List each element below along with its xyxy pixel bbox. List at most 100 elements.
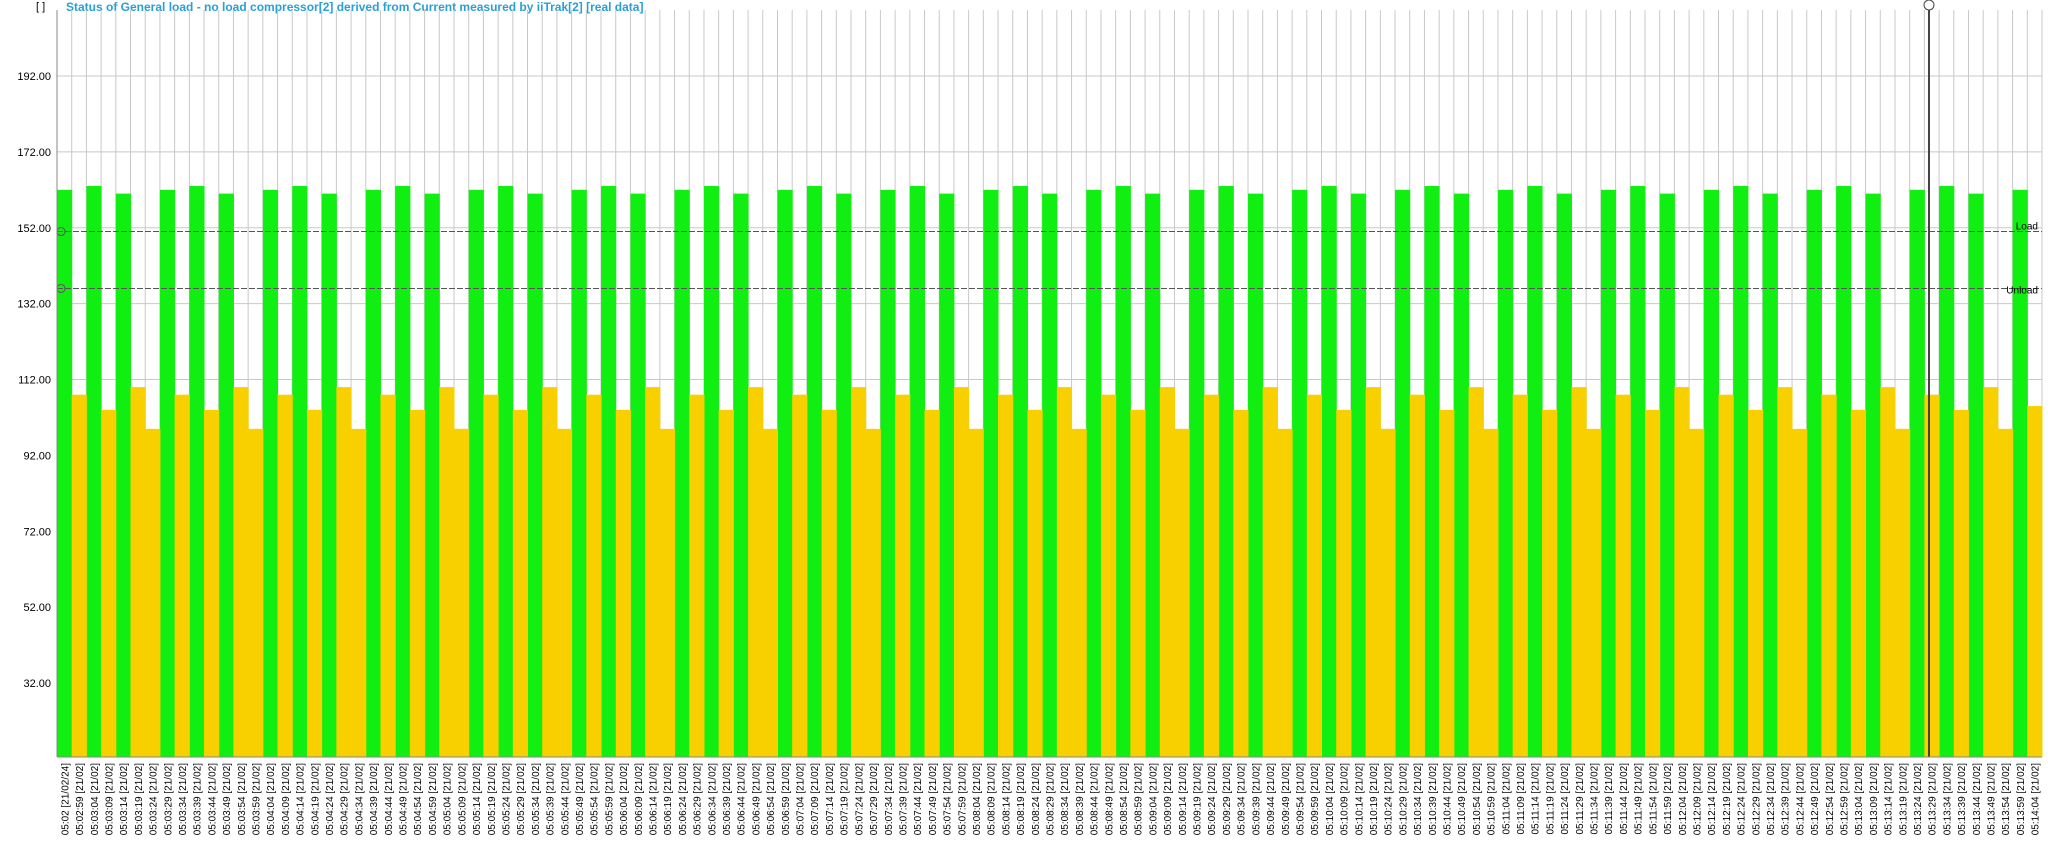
- bar: [1203, 394, 1220, 757]
- bar: [718, 409, 734, 757]
- bar: [1439, 409, 1455, 757]
- bar: [748, 387, 764, 757]
- bar: [601, 186, 617, 758]
- x-tick-label: 05:04:14 [21/02]: [296, 763, 307, 836]
- x-tick-label: 05:12:39 [21/02]: [1781, 763, 1792, 836]
- bar: [1218, 186, 1234, 758]
- x-tick-label: 05:11:39 [21/02]: [1604, 763, 1615, 835]
- x-tick-label: 05:05:34 [21/02]: [531, 763, 542, 836]
- bar: [292, 186, 308, 758]
- x-tick-label: 05:06:34 [21/02]: [707, 763, 718, 836]
- bar: [159, 189, 176, 758]
- x-tick-label: 05:11:24 [21/02]: [1560, 763, 1571, 835]
- x-tick-label: 05:04:39 [21/02]: [369, 763, 380, 836]
- bar: [1174, 428, 1190, 757]
- bar: [1365, 387, 1381, 757]
- x-tick-label: 05:11:09 [21/02]: [1516, 763, 1527, 835]
- x-tick-label: 05:07:44 [21/02]: [913, 763, 924, 836]
- bar: [1056, 387, 1073, 757]
- x-tick-label: 05:04:54 [21/02]: [413, 763, 424, 836]
- x-tick-label: 05:09:44 [21/02]: [1266, 763, 1277, 836]
- chart-title: Status of General load - no load compres…: [66, 0, 643, 14]
- bar: [174, 394, 190, 757]
- x-tick-label: 05:08:54 [21/02]: [1119, 763, 1130, 836]
- x-tick-label: 05:05:14 [21/02]: [472, 763, 483, 836]
- x-tick-label: 05:13:59 [21/02]: [2016, 763, 2027, 836]
- bar: [1292, 189, 1308, 758]
- bar: [321, 193, 337, 757]
- bar: [615, 409, 631, 757]
- bar: [336, 387, 352, 757]
- bar: [968, 428, 984, 757]
- bar: [130, 387, 146, 757]
- x-tick-label: 05:09:34 [21/02]: [1237, 763, 1248, 836]
- bar: [1409, 394, 1425, 757]
- bar: [1850, 409, 1867, 757]
- x-tick-label: 05:03:19 [21/02]: [134, 763, 145, 836]
- bar: [1453, 193, 1470, 757]
- bar: [762, 428, 778, 757]
- bar: [262, 189, 279, 758]
- bars: [57, 186, 2043, 758]
- bar: [380, 394, 396, 757]
- x-tick-label: 05:09:14 [21/02]: [1178, 763, 1189, 836]
- y-tick-label: 52.00: [23, 602, 51, 614]
- bar: [1997, 428, 2014, 757]
- bar: [1586, 428, 1602, 757]
- x-tick-label: 05:02:59 [21/02]: [75, 763, 86, 836]
- bar: [806, 186, 823, 758]
- x-tick-label: 05:05:39 [21/02]: [546, 763, 557, 836]
- bar: [777, 189, 793, 758]
- bar: [1939, 186, 1955, 758]
- x-tick-label: 05:02 [21/02/24]: [60, 763, 71, 836]
- y-tick-label: 172.00: [17, 147, 51, 159]
- bar: [527, 193, 543, 757]
- threshold-label: Load: [2016, 222, 2038, 233]
- x-tick-label: 05:05:19 [21/02]: [487, 763, 498, 836]
- bar: [1497, 189, 1514, 758]
- x-tick-label: 05:10:44 [21/02]: [1443, 763, 1454, 836]
- unit-label: [ ]: [36, 1, 45, 13]
- bar: [703, 186, 720, 758]
- bar: [351, 428, 367, 757]
- x-tick-label: 05:09:29 [21/02]: [1222, 763, 1233, 836]
- x-tick-label: 05:07:19 [21/02]: [840, 763, 851, 836]
- bar: [1042, 193, 1058, 757]
- bar: [1689, 428, 1705, 757]
- bar: [983, 189, 999, 758]
- x-tick-label: 05:04:29 [21/02]: [340, 763, 351, 836]
- bar: [1233, 409, 1249, 757]
- x-tick-label: 05:03:49 [21/02]: [222, 763, 233, 836]
- x-tick-label: 05:06:44 [21/02]: [737, 763, 748, 836]
- y-tick-label: 132.00: [17, 299, 51, 311]
- bar: [689, 394, 705, 757]
- bar: [1865, 193, 1881, 757]
- bar: [365, 189, 381, 758]
- bar: [836, 193, 852, 757]
- x-tick-label: 05:05:04 [21/02]: [443, 763, 454, 836]
- x-tick-label: 05:03:54 [21/02]: [237, 763, 248, 836]
- bar: [939, 193, 955, 757]
- x-tick-label: 05:10:49 [21/02]: [1457, 763, 1468, 836]
- x-tick-label: 05:10:19 [21/02]: [1369, 763, 1380, 836]
- x-tick-label: 05:13:54 [21/02]: [2001, 763, 2012, 836]
- bar: [1189, 189, 1205, 758]
- x-tick-label: 05:06:54 [21/02]: [766, 763, 777, 836]
- bar: [1527, 186, 1543, 758]
- x-tick-label: 05:07:14 [21/02]: [825, 763, 836, 836]
- bar: [1159, 387, 1175, 757]
- bar: [145, 428, 161, 757]
- bar: [1909, 189, 1925, 758]
- x-tick-label: 05:06:24 [21/02]: [678, 763, 689, 836]
- bar: [645, 387, 661, 757]
- bar: [512, 409, 529, 757]
- bar: [1659, 193, 1675, 757]
- bar: [248, 428, 264, 757]
- bar: [1542, 409, 1558, 757]
- x-tick-label: 05:11:54 [21/02]: [1648, 763, 1659, 835]
- bar: [1953, 409, 1969, 757]
- bar: [1395, 189, 1411, 758]
- bar: [1424, 186, 1440, 758]
- x-tick-label: 05:05:44 [21/02]: [560, 763, 571, 836]
